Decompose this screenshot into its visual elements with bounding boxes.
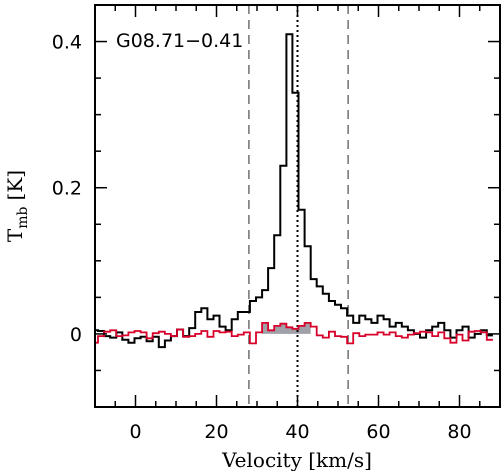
plot-content bbox=[95, 5, 493, 407]
spectrum-series-1 bbox=[95, 322, 493, 345]
x-tick-label: 20 bbox=[204, 421, 228, 443]
x-tick-label: 60 bbox=[366, 421, 390, 443]
axis-ticks bbox=[95, 5, 500, 407]
y-axis-title-unit: [K] bbox=[3, 170, 27, 201]
y-axis-title-sub: mb bbox=[15, 206, 31, 228]
y-axis-title: Tmb [K] bbox=[3, 170, 31, 242]
y-tick-label: 0 bbox=[70, 324, 82, 346]
y-axis-title-main: T bbox=[3, 228, 27, 242]
x-tick-label: 0 bbox=[129, 421, 141, 443]
tick-labels: 0 20 40 60 80 0 0.2 0.4 bbox=[52, 32, 472, 443]
svg-text:Tmb[K]: Tmb [K] bbox=[3, 170, 31, 242]
source-annotation: G08.71−0.41 bbox=[116, 30, 243, 52]
spectrum-series-0 bbox=[95, 33, 493, 349]
x-axis-title: Velocity [km/s] bbox=[221, 448, 372, 471]
x-tick-label: 40 bbox=[285, 421, 309, 443]
y-tick-label: 0.4 bbox=[52, 32, 82, 54]
x-tick-label: 80 bbox=[447, 421, 471, 443]
y-tick-label: 0.2 bbox=[52, 178, 82, 200]
